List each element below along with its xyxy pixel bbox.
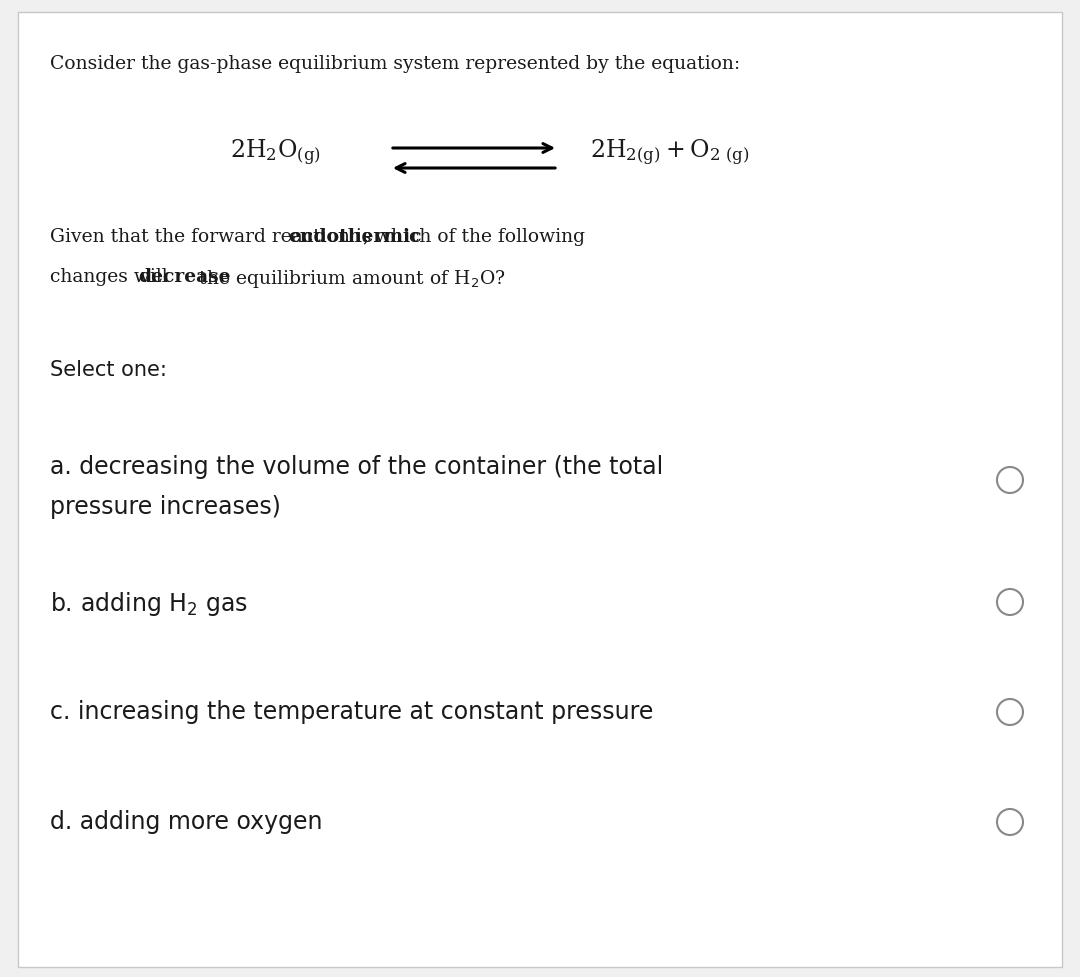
Text: pressure increases): pressure increases) <box>50 495 281 519</box>
FancyBboxPatch shape <box>18 12 1062 967</box>
Circle shape <box>997 699 1023 725</box>
Text: Given that the forward reaction is: Given that the forward reaction is <box>50 228 378 246</box>
Text: b. adding H$_2$ gas: b. adding H$_2$ gas <box>50 590 248 618</box>
Circle shape <box>997 589 1023 615</box>
Text: , which of the following: , which of the following <box>363 228 584 246</box>
Circle shape <box>997 467 1023 493</box>
Text: c. increasing the temperature at constant pressure: c. increasing the temperature at constan… <box>50 700 653 724</box>
Circle shape <box>997 809 1023 835</box>
Text: $\mathregular{2H_2O_{(g)}}$: $\mathregular{2H_2O_{(g)}}$ <box>230 138 321 168</box>
Text: $\mathregular{2H_{2(g)} + O_{2\ (g)}}$: $\mathregular{2H_{2(g)} + O_{2\ (g)}}$ <box>590 138 750 168</box>
Text: endothermic: endothermic <box>288 228 421 246</box>
Text: a. decreasing the volume of the container (the total: a. decreasing the volume of the containe… <box>50 455 663 479</box>
Text: decrease: decrease <box>138 268 231 286</box>
Text: Consider the gas-phase equilibrium system represented by the equation:: Consider the gas-phase equilibrium syste… <box>50 55 740 73</box>
Text: Select one:: Select one: <box>50 360 167 380</box>
Text: d. adding more oxygen: d. adding more oxygen <box>50 810 323 834</box>
Text: changes will: changes will <box>50 268 174 286</box>
Text: the equilibrium amount of H$_2$O?: the equilibrium amount of H$_2$O? <box>193 268 505 290</box>
